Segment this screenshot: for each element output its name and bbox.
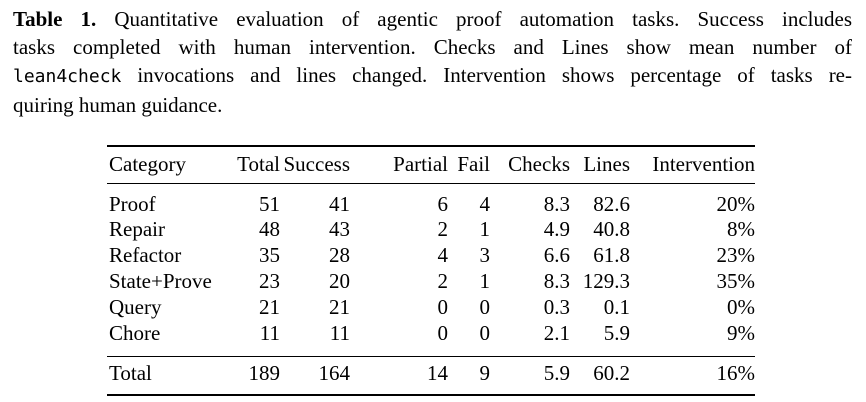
value-cell: 8.3 xyxy=(543,191,570,216)
category-cell: Query xyxy=(109,295,162,319)
value-cell: 0 xyxy=(437,295,449,319)
total-value-cell: 189 xyxy=(227,355,280,395)
value-cell: 4 xyxy=(479,191,491,216)
caption-table-label: Table 1. xyxy=(13,7,97,31)
value-cell: 48 xyxy=(259,217,280,241)
value-cell: 61.8 xyxy=(593,243,630,267)
category-cell: State+Prove xyxy=(109,269,212,293)
value-cell: 8% xyxy=(727,217,755,241)
value-cell: 2 xyxy=(437,269,449,293)
value-cell: 3 xyxy=(479,243,491,267)
column-header-checks: Checks xyxy=(490,146,570,184)
column-header-fail: Fail xyxy=(448,146,490,184)
value-cell: 6.6 xyxy=(543,243,570,267)
value-cell: 5.9 xyxy=(603,320,630,345)
total-value-cell: 164 xyxy=(280,355,350,395)
column-header-category: Category xyxy=(107,146,227,184)
table-row: Refactor 35 28 4 3 6.6 61.8 23% xyxy=(107,243,755,269)
value-cell: 20 xyxy=(329,269,350,293)
total-value-cell: 16% xyxy=(630,355,755,395)
caption-code-lean4check: lean4check xyxy=(13,66,122,87)
value-cell: 35 xyxy=(259,243,280,267)
table-row: Chore 11 11 0 0 2.1 5.9 9% xyxy=(107,321,755,357)
column-header-partial: Partial xyxy=(350,146,448,184)
value-cell: 2 xyxy=(437,217,449,241)
total-category-cell: Total xyxy=(107,355,227,395)
table-row: Proof 51 41 6 4 8.3 82.6 20% xyxy=(107,183,755,217)
category-cell: Proof xyxy=(109,191,156,216)
value-cell: 28 xyxy=(329,243,350,267)
header-row: Category Total Success Partial Fail Chec… xyxy=(107,146,755,184)
value-cell: 11 xyxy=(259,320,280,345)
category-cell: Repair xyxy=(109,217,165,241)
category-cell: Chore xyxy=(109,320,161,345)
value-cell: 129.3 xyxy=(582,269,630,293)
value-cell: 6 xyxy=(437,191,449,216)
caption-line-2: tasks completed with human intervention.… xyxy=(13,35,852,59)
value-cell: 0.1 xyxy=(603,295,630,319)
total-value-cell: 60.2 xyxy=(570,355,630,395)
total-value-cell: 14 xyxy=(350,355,448,395)
caption-line-4: quiring human guidance. xyxy=(13,93,223,117)
value-cell: 23 xyxy=(259,269,280,293)
value-cell: 41 xyxy=(329,191,350,216)
value-cell: 43 xyxy=(329,217,350,241)
value-cell: 11 xyxy=(329,320,350,345)
results-table: Category Total Success Partial Fail Chec… xyxy=(107,145,755,396)
value-cell: 40.8 xyxy=(593,217,630,241)
value-cell: 21 xyxy=(329,295,350,319)
caption-line-1: Table 1. Quantitative evaluation of agen… xyxy=(13,5,852,33)
value-cell: 51 xyxy=(259,191,280,216)
value-cell: 0 xyxy=(437,320,449,345)
value-cell: 4 xyxy=(437,243,449,267)
value-cell: 1 xyxy=(479,269,491,293)
value-cell: 4.9 xyxy=(543,217,570,241)
total-value-cell: 5.9 xyxy=(490,355,570,395)
table-caption: Table 1. Quantitative evaluation of agen… xyxy=(13,5,852,119)
value-cell: 20% xyxy=(716,191,756,216)
table-row: State+Prove 23 20 2 1 8.3 129.3 35% xyxy=(107,269,755,295)
value-cell: 82.6 xyxy=(593,191,630,216)
total-value-cell: 9 xyxy=(448,355,490,395)
table-body: Proof 51 41 6 4 8.3 82.6 20% Repair 48 43 2 1 4.9 40.8… xyxy=(107,183,755,356)
caption-line-3: lean4check invocations and lines changed… xyxy=(13,61,852,91)
category-cell: Refactor xyxy=(109,243,182,267)
column-header-success: Success xyxy=(280,146,350,184)
value-cell: 1 xyxy=(479,217,491,241)
caption-line-3-text: invocations and lines changed. Intervent… xyxy=(121,63,852,87)
value-cell: 23% xyxy=(716,243,756,267)
total-row: Total 189 164 14 9 5.9 60.2 16% xyxy=(107,355,755,395)
value-cell: 0 xyxy=(479,320,491,345)
table-row: Repair 48 43 2 1 4.9 40.8 8% xyxy=(107,217,755,243)
value-cell: 0 xyxy=(479,295,491,319)
column-header-lines: Lines xyxy=(570,146,630,184)
table-row: Query 21 21 0 0 0.3 0.1 0% xyxy=(107,295,755,321)
column-header-total: Total xyxy=(227,146,280,184)
column-header-intervention: Intervention xyxy=(630,146,755,184)
value-cell: 0.3 xyxy=(543,295,570,319)
value-cell: 0% xyxy=(727,295,755,319)
value-cell: 2.1 xyxy=(543,320,570,345)
value-cell: 35% xyxy=(716,269,756,293)
value-cell: 21 xyxy=(259,295,280,319)
value-cell: 8.3 xyxy=(543,269,570,293)
value-cell: 9% xyxy=(727,320,755,345)
caption-line-1-text: Quantitative evaluation of agentic proof… xyxy=(96,7,853,31)
